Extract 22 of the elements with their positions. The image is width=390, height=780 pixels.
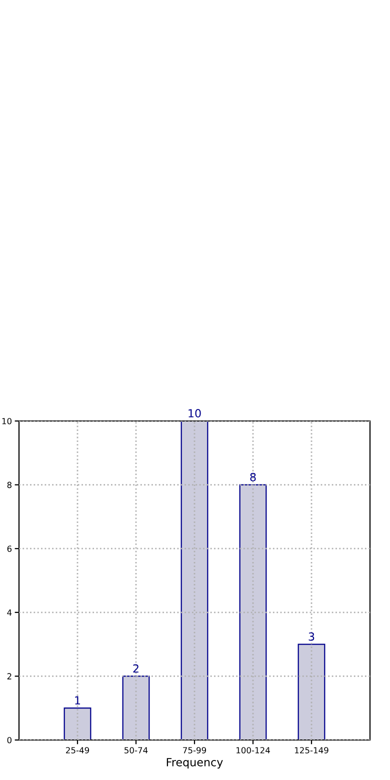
x-axis-title: Frequency bbox=[166, 758, 223, 769]
bar bbox=[122, 676, 150, 740]
x-tick-label: 50-74 bbox=[124, 747, 148, 754]
bar bbox=[298, 644, 326, 740]
y-tick-label: 10 bbox=[2, 418, 12, 424]
y-tick-label: 0 bbox=[7, 736, 12, 744]
bar bbox=[180, 421, 208, 740]
x-tick-label: 100-124 bbox=[236, 747, 270, 754]
data-label: 1 bbox=[75, 696, 80, 704]
bar bbox=[64, 708, 92, 740]
x-tick-label: 25-49 bbox=[66, 747, 90, 754]
data-label: 10 bbox=[188, 409, 201, 418]
data-label: 8 bbox=[250, 472, 256, 482]
y-tick-label: 6 bbox=[7, 546, 12, 552]
x-tick-label: 125-149 bbox=[295, 747, 328, 754]
y-tick-label: 2 bbox=[7, 673, 12, 680]
y-tick-label: 8 bbox=[7, 482, 12, 488]
y-tick-label: 4 bbox=[7, 609, 12, 616]
data-label: 3 bbox=[308, 632, 314, 641]
data-label: 2 bbox=[133, 664, 138, 672]
bar bbox=[239, 484, 267, 740]
x-tick-label: 75-99 bbox=[183, 747, 206, 754]
